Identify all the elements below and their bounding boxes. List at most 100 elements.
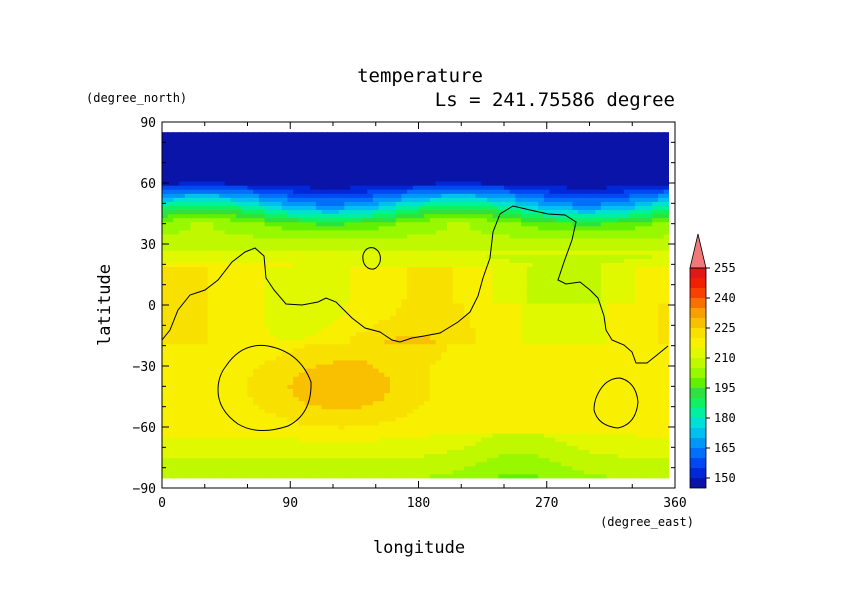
heatmap-cell xyxy=(378,457,385,463)
heatmap-cell xyxy=(241,372,249,377)
heatmap-cell xyxy=(264,266,271,272)
heatmap-cell xyxy=(224,339,231,345)
heatmap-cell xyxy=(492,343,499,349)
heatmap-cell xyxy=(270,380,277,385)
heatmap-cell xyxy=(549,465,556,471)
heatmap-cell xyxy=(657,311,665,316)
heatmap-cell xyxy=(623,262,630,267)
heatmap-cell xyxy=(304,469,311,475)
heatmap-cell xyxy=(481,315,488,320)
heatmap-cell xyxy=(281,363,288,369)
heatmap-cell xyxy=(515,290,522,296)
heatmap-cell xyxy=(509,368,516,373)
heatmap-cell xyxy=(219,437,226,442)
heatmap-cell xyxy=(258,282,266,288)
heatmap-cell xyxy=(583,266,591,272)
heatmap-cell xyxy=(595,388,602,394)
heatmap-cell xyxy=(264,368,271,373)
heatmap-cell xyxy=(589,392,596,398)
heatmap-cell xyxy=(270,441,277,446)
heatmap-cell xyxy=(344,457,351,463)
heatmap-cell xyxy=(629,355,636,361)
heatmap-cell xyxy=(429,323,437,328)
heatmap-cell xyxy=(515,266,522,272)
heatmap-cell xyxy=(321,420,328,426)
heatmap-cell xyxy=(179,343,186,349)
heatmap-cell xyxy=(270,298,277,304)
heatmap-cell xyxy=(264,327,271,333)
heatmap-cell xyxy=(270,274,277,280)
heatmap-cell xyxy=(469,339,477,345)
heatmap-cell xyxy=(646,266,653,272)
heatmap-cell xyxy=(162,355,169,361)
heatmap-cell xyxy=(543,290,551,296)
heatmap-cell xyxy=(236,420,243,426)
heatmap-cell xyxy=(652,331,659,337)
heatmap-cell xyxy=(367,355,374,361)
heatmap-cell xyxy=(162,266,169,272)
heatmap-cell xyxy=(407,266,414,272)
heatmap-cell xyxy=(298,331,306,337)
heatmap-cell xyxy=(173,294,180,300)
heatmap-cell xyxy=(361,376,368,381)
heatmap-cell xyxy=(509,424,516,430)
heatmap-cell xyxy=(207,396,214,402)
heatmap-cell xyxy=(190,412,197,418)
heatmap-cell xyxy=(475,437,482,442)
heatmap-cell xyxy=(515,274,522,280)
heatmap-cell xyxy=(458,315,465,320)
heatmap-cell xyxy=(618,262,625,267)
heatmap-cell xyxy=(424,250,431,255)
heatmap-cell xyxy=(572,331,579,337)
heatmap-cell xyxy=(492,302,499,308)
heatmap-cell xyxy=(241,331,249,337)
heatmap-cell xyxy=(219,372,226,377)
heatmap-cell xyxy=(589,416,596,422)
heatmap-cell xyxy=(538,408,545,414)
heatmap-cell xyxy=(623,376,630,381)
heatmap-cell xyxy=(492,290,499,296)
heatmap-cell xyxy=(338,453,345,459)
heatmap-cell xyxy=(253,469,260,475)
heatmap-cell xyxy=(515,408,522,414)
heatmap-cell xyxy=(224,355,231,361)
heatmap-cell xyxy=(509,282,516,288)
heatmap-cell xyxy=(390,270,397,276)
heatmap-cell xyxy=(281,457,288,463)
heatmap-cell xyxy=(196,351,203,357)
heatmap-cell xyxy=(469,449,477,455)
heatmap-cell xyxy=(219,262,226,267)
heatmap-cell xyxy=(173,274,180,280)
heatmap-cell xyxy=(475,258,482,263)
heatmap-cell xyxy=(372,465,380,471)
heatmap-cell xyxy=(475,302,482,308)
heatmap-cell xyxy=(276,380,283,385)
heatmap-cell xyxy=(355,302,363,308)
heatmap-cell xyxy=(515,441,522,446)
heatmap-cell xyxy=(310,339,317,345)
heatmap-cell xyxy=(344,270,351,276)
heatmap-cell xyxy=(458,294,465,300)
heatmap-cell xyxy=(224,347,231,353)
heatmap-cell xyxy=(521,359,528,365)
heatmap-cell xyxy=(350,424,357,430)
heatmap-cell xyxy=(515,424,522,430)
heatmap-cell xyxy=(298,429,306,434)
heatmap-cell xyxy=(224,404,231,410)
heatmap-cell xyxy=(395,392,402,398)
heatmap-cell xyxy=(355,323,363,328)
heatmap-cell xyxy=(578,368,585,373)
heatmap-cell xyxy=(469,319,477,324)
heatmap-cell xyxy=(207,274,214,280)
heatmap-cell xyxy=(424,315,431,320)
heatmap-cell xyxy=(201,258,209,263)
heatmap-cell xyxy=(173,412,180,418)
heatmap-cell xyxy=(207,307,214,312)
heatmap-cell xyxy=(435,461,442,467)
heatmap-cell xyxy=(401,282,408,288)
heatmap-cell xyxy=(504,343,511,349)
heatmap-cell xyxy=(344,319,351,324)
heatmap-cell xyxy=(549,368,556,373)
heatmap-cell xyxy=(561,254,568,259)
heatmap-cell xyxy=(447,262,454,267)
